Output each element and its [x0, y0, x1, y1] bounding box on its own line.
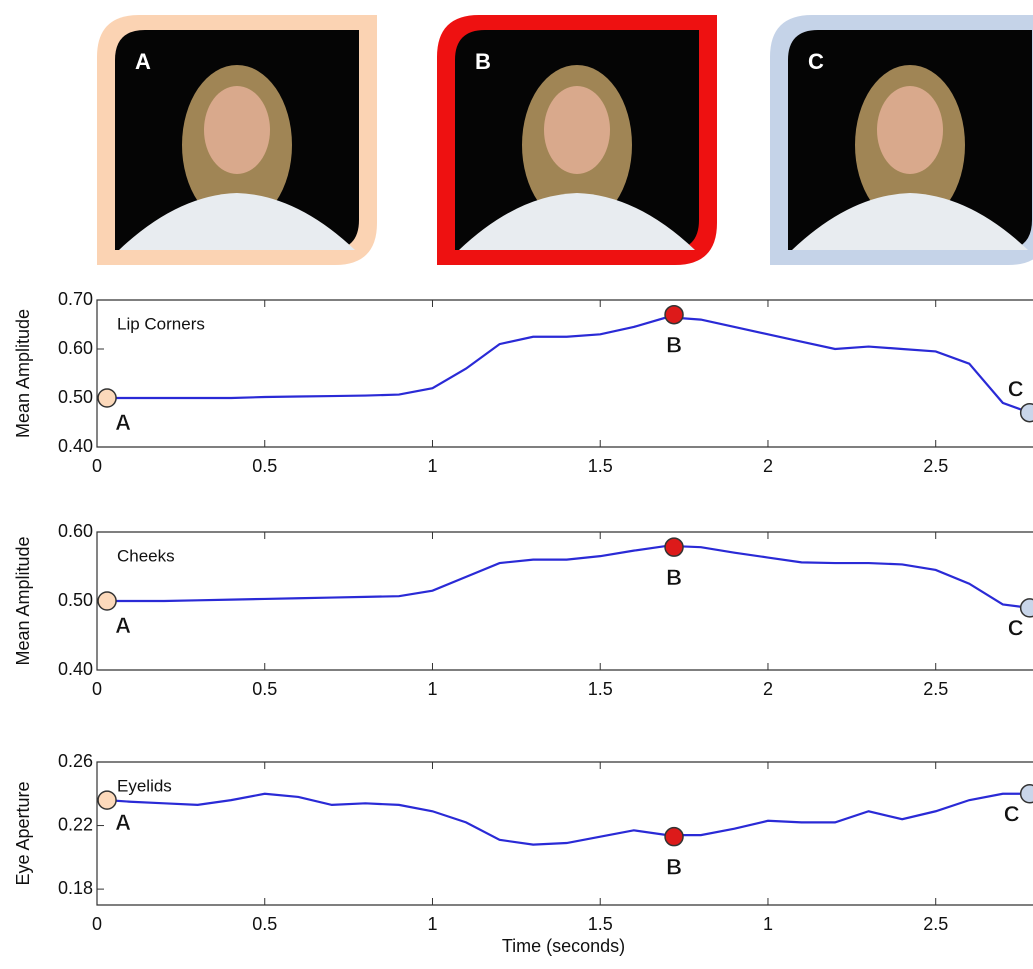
photo-panel: C [770, 15, 1033, 265]
x-tick-label: 1 [763, 914, 773, 934]
key-point [97, 591, 117, 611]
key-point-label: A [115, 410, 131, 435]
key-point [97, 388, 117, 408]
shirt [792, 193, 1028, 250]
key-point [664, 826, 684, 847]
x-tick-label: 0 [92, 456, 102, 476]
photo-panel: B [437, 15, 717, 265]
y-tick-label: 0.50 [58, 387, 93, 407]
y-tick-label: 0.60 [58, 521, 93, 541]
y-tick-label: 0.40 [58, 659, 93, 679]
axes-frame [96, 299, 1033, 448]
x-tick-label: 2 [763, 679, 773, 699]
x-tick-label: 1 [427, 456, 437, 476]
y-axis-label: Mean Amplitude [13, 536, 33, 665]
key-point-label: B [666, 565, 682, 590]
y-tick-label: 0.40 [58, 436, 93, 456]
x-tick-label: 1.5 [588, 914, 613, 934]
photo-label: B [475, 49, 491, 74]
key-point-label: C [1004, 802, 1020, 827]
x-tick-label: 1.5 [588, 456, 613, 476]
annotation: Eyelids [117, 776, 172, 795]
key-point-label: B [666, 854, 682, 879]
x-tick-label: 2.5 [923, 679, 948, 699]
y-tick-label: 0.26 [58, 751, 93, 771]
data-line [106, 792, 1030, 846]
data-line [107, 544, 1030, 609]
axes-frame [96, 531, 1033, 671]
x-tick-label: 1 [427, 679, 437, 699]
y-tick-label: 0.50 [58, 590, 93, 610]
x-tick-label: 2.5 [923, 456, 948, 476]
key-point-label: C [1008, 616, 1024, 641]
face [204, 86, 270, 174]
key-point-label: B [666, 333, 682, 358]
key-point-label: A [115, 810, 131, 835]
photo-label: A [135, 49, 151, 74]
axes-frame [96, 761, 1033, 906]
x-tick-label: 1.5 [588, 679, 613, 699]
key-point [1019, 402, 1033, 423]
face [877, 86, 943, 174]
y-axis-label: Eye Aperture [13, 781, 33, 885]
x-tick-label: 0 [92, 679, 102, 699]
annotation: Cheeks [117, 546, 175, 565]
y-tick-label: 0.22 [58, 814, 93, 834]
x-tick-label: 0.5 [252, 679, 277, 699]
data-line [107, 316, 1031, 414]
key-point [664, 304, 684, 325]
x-axis-label: Time (seconds) [502, 936, 625, 956]
y-axis-label: Mean Amplitude [13, 309, 33, 438]
key-point-label: C [1008, 377, 1024, 402]
x-tick-label: 1 [427, 914, 437, 934]
x-tick-label: 2 [763, 456, 773, 476]
key-point [1019, 784, 1033, 804]
shirt [459, 193, 695, 250]
face [544, 86, 610, 174]
annotation: Lip Corners [117, 314, 205, 333]
key-point-label: A [115, 613, 131, 638]
y-tick-label: 0.70 [58, 289, 93, 309]
shirt [119, 193, 355, 250]
x-tick-label: 0 [92, 914, 102, 934]
key-point [664, 537, 684, 557]
key-point [1019, 598, 1033, 618]
x-tick-label: 0.5 [252, 914, 277, 934]
photo-label: C [808, 49, 824, 74]
key-point [97, 790, 117, 810]
x-tick-label: 0.5 [252, 456, 277, 476]
x-tick-label: 2.5 [923, 914, 948, 934]
photo-panel: A [97, 15, 377, 265]
y-tick-label: 0.60 [58, 338, 93, 358]
y-tick-label: 0.18 [58, 878, 93, 898]
